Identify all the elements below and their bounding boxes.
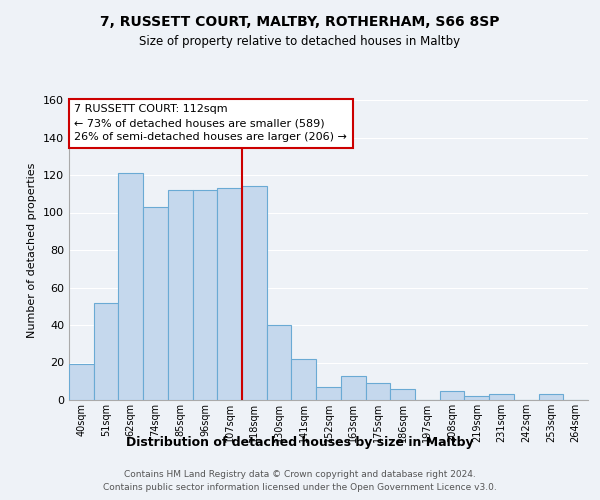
Bar	[464, 396, 489, 400]
Bar	[94, 302, 118, 400]
Bar	[316, 387, 341, 400]
Bar	[539, 394, 563, 400]
Bar	[242, 186, 267, 400]
Bar	[143, 207, 168, 400]
Bar	[118, 173, 143, 400]
Bar	[365, 383, 390, 400]
Bar	[217, 188, 242, 400]
Bar	[193, 190, 217, 400]
Bar	[267, 325, 292, 400]
Bar	[341, 376, 365, 400]
Bar	[489, 394, 514, 400]
Bar	[69, 364, 94, 400]
Bar	[390, 389, 415, 400]
Bar	[292, 359, 316, 400]
Text: 7, RUSSETT COURT, MALTBY, ROTHERHAM, S66 8SP: 7, RUSSETT COURT, MALTBY, ROTHERHAM, S66…	[100, 16, 500, 30]
Y-axis label: Number of detached properties: Number of detached properties	[28, 162, 37, 338]
Text: Distribution of detached houses by size in Maltby: Distribution of detached houses by size …	[126, 436, 474, 449]
Text: Size of property relative to detached houses in Maltby: Size of property relative to detached ho…	[139, 34, 461, 48]
Text: Contains HM Land Registry data © Crown copyright and database right 2024.
Contai: Contains HM Land Registry data © Crown c…	[103, 470, 497, 492]
Text: 7 RUSSETT COURT: 112sqm
← 73% of detached houses are smaller (589)
26% of semi-d: 7 RUSSETT COURT: 112sqm ← 73% of detache…	[74, 104, 347, 142]
Bar	[440, 390, 464, 400]
Bar	[168, 190, 193, 400]
